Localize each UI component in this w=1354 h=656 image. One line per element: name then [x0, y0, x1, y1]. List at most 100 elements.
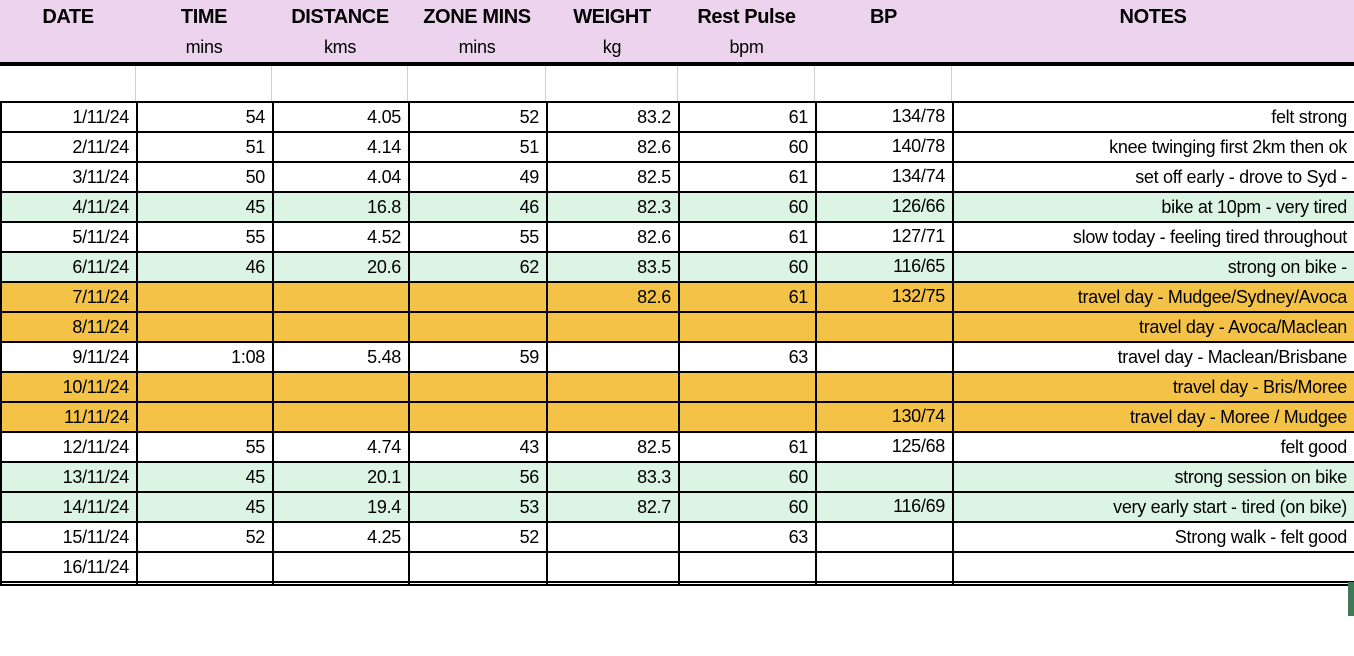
- cell-time[interactable]: [136, 551, 274, 583]
- cell-time[interactable]: [136, 401, 274, 433]
- cell-date[interactable]: 10/11/24: [0, 371, 138, 403]
- cell-notes[interactable]: travel day - Avoca/Maclean: [952, 311, 1354, 343]
- cell-weight[interactable]: 82.6: [546, 221, 680, 253]
- column-header-notes[interactable]: NOTES: [952, 0, 1354, 62]
- cell-pulse[interactable]: 61: [678, 431, 817, 463]
- cell-distance[interactable]: 4.05: [272, 101, 410, 133]
- cell-weight[interactable]: 83.3: [546, 461, 680, 493]
- cell-weight[interactable]: [546, 521, 680, 553]
- empty-cell[interactable]: [815, 66, 952, 101]
- column-header-time[interactable]: TIME mins: [136, 0, 272, 62]
- column-header-rest-pulse[interactable]: Rest Pulse bpm: [678, 0, 815, 62]
- cell-bp[interactable]: 132/75: [815, 281, 954, 313]
- cell-time[interactable]: 51: [136, 131, 274, 163]
- cell-zone[interactable]: [408, 281, 548, 313]
- column-header-bp[interactable]: BP: [815, 0, 952, 62]
- cell-notes[interactable]: slow today - feeling tired throughout: [952, 221, 1354, 253]
- cell-date[interactable]: 16/11/24: [0, 551, 138, 583]
- cell-notes[interactable]: knee twinging first 2km then ok: [952, 131, 1354, 163]
- cell-time[interactable]: 45: [136, 491, 274, 523]
- cell-weight[interactable]: 82.5: [546, 431, 680, 463]
- cell-zone[interactable]: 53: [408, 491, 548, 523]
- cell-zone[interactable]: 56: [408, 461, 548, 493]
- cell-distance[interactable]: 4.52: [272, 221, 410, 253]
- empty-cell[interactable]: [136, 581, 274, 586]
- cell-bp[interactable]: [815, 551, 954, 583]
- cell-weight[interactable]: 83.5: [546, 251, 680, 283]
- cell-bp[interactable]: [815, 311, 954, 343]
- cell-distance[interactable]: 4.14: [272, 131, 410, 163]
- cell-bp[interactable]: [815, 521, 954, 553]
- cell-weight[interactable]: 82.3: [546, 191, 680, 223]
- cell-bp[interactable]: 126/66: [815, 191, 954, 223]
- cell-pulse[interactable]: 60: [678, 461, 817, 493]
- cell-notes[interactable]: felt good: [952, 431, 1354, 463]
- cell-selection-handle[interactable]: [1348, 582, 1354, 616]
- cell-date[interactable]: 2/11/24: [0, 131, 138, 163]
- cell-bp[interactable]: 127/71: [815, 221, 954, 253]
- cell-pulse[interactable]: 63: [678, 341, 817, 373]
- cell-bp[interactable]: 134/78: [815, 101, 954, 133]
- cell-zone[interactable]: 46: [408, 191, 548, 223]
- cell-distance[interactable]: 4.74: [272, 431, 410, 463]
- cell-date[interactable]: 9/11/24: [0, 341, 138, 373]
- empty-cell[interactable]: [0, 66, 136, 101]
- cell-bp[interactable]: 140/78: [815, 131, 954, 163]
- cell-date[interactable]: 6/11/24: [0, 251, 138, 283]
- cell-pulse[interactable]: 60: [678, 131, 817, 163]
- cell-pulse[interactable]: 63: [678, 521, 817, 553]
- cell-date[interactable]: 4/11/24: [0, 191, 138, 223]
- cell-time[interactable]: [136, 371, 274, 403]
- cell-weight[interactable]: [546, 341, 680, 373]
- cell-time[interactable]: [136, 311, 274, 343]
- cell-pulse[interactable]: [678, 311, 817, 343]
- cell-date[interactable]: 14/11/24: [0, 491, 138, 523]
- cell-weight[interactable]: [546, 401, 680, 433]
- cell-zone[interactable]: [408, 311, 548, 343]
- cell-time[interactable]: 45: [136, 461, 274, 493]
- cell-bp[interactable]: 134/74: [815, 161, 954, 193]
- cell-notes[interactable]: very early start - tired (on bike): [952, 491, 1354, 523]
- cell-distance[interactable]: 5.48: [272, 341, 410, 373]
- column-header-date[interactable]: DATE: [0, 0, 136, 62]
- cell-time[interactable]: [136, 281, 274, 313]
- empty-cell[interactable]: [952, 581, 1354, 586]
- cell-zone[interactable]: 49: [408, 161, 548, 193]
- cell-pulse[interactable]: [678, 551, 817, 583]
- cell-pulse[interactable]: 60: [678, 491, 817, 523]
- cell-date[interactable]: 3/11/24: [0, 161, 138, 193]
- cell-time[interactable]: 55: [136, 221, 274, 253]
- column-header-distance[interactable]: DISTANCE kms: [272, 0, 408, 62]
- cell-pulse[interactable]: 60: [678, 191, 817, 223]
- cell-date[interactable]: 13/11/24: [0, 461, 138, 493]
- cell-bp[interactable]: 116/69: [815, 491, 954, 523]
- cell-distance[interactable]: [272, 551, 410, 583]
- cell-bp[interactable]: [815, 461, 954, 493]
- cell-distance[interactable]: 19.4: [272, 491, 410, 523]
- empty-cell[interactable]: [952, 66, 1354, 101]
- cell-date[interactable]: 1/11/24: [0, 101, 138, 133]
- cell-time[interactable]: 55: [136, 431, 274, 463]
- cell-distance[interactable]: [272, 401, 410, 433]
- cell-date[interactable]: 5/11/24: [0, 221, 138, 253]
- cell-pulse[interactable]: 61: [678, 221, 817, 253]
- cell-pulse[interactable]: 61: [678, 281, 817, 313]
- cell-weight[interactable]: [546, 311, 680, 343]
- cell-notes[interactable]: travel day - Bris/Moree: [952, 371, 1354, 403]
- cell-zone[interactable]: [408, 371, 548, 403]
- empty-cell[interactable]: [546, 66, 678, 101]
- cell-distance[interactable]: [272, 311, 410, 343]
- cell-date[interactable]: 7/11/24: [0, 281, 138, 313]
- cell-time[interactable]: 46: [136, 251, 274, 283]
- cell-pulse[interactable]: [678, 371, 817, 403]
- cell-distance[interactable]: 4.25: [272, 521, 410, 553]
- empty-cell[interactable]: [408, 66, 546, 101]
- cell-zone[interactable]: 52: [408, 521, 548, 553]
- empty-cell[interactable]: [546, 581, 680, 586]
- empty-cell[interactable]: [815, 581, 954, 586]
- cell-pulse[interactable]: 60: [678, 251, 817, 283]
- cell-bp[interactable]: [815, 371, 954, 403]
- cell-notes[interactable]: felt strong: [952, 101, 1354, 133]
- cell-time[interactable]: 50: [136, 161, 274, 193]
- cell-bp[interactable]: 116/65: [815, 251, 954, 283]
